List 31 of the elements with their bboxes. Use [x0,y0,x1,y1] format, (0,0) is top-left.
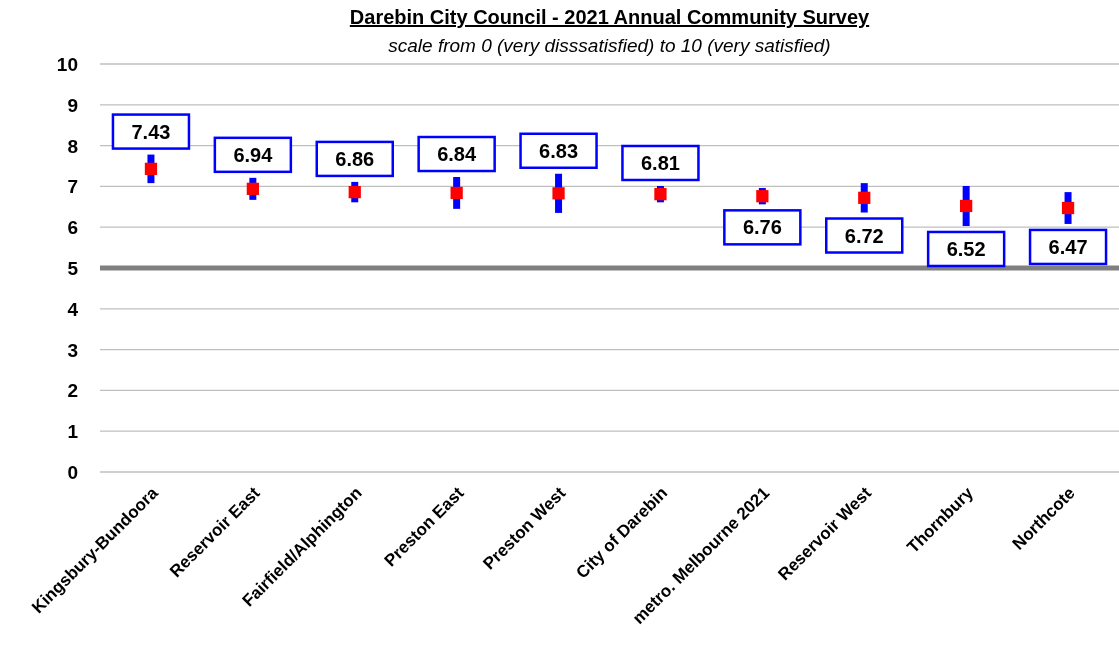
data-label: 7.43 [131,120,171,143]
y-tick-label: 9 [67,94,78,116]
data-label: 6.94 [233,143,274,166]
data-label: 6.84 [437,143,477,166]
point [246,182,259,195]
data-label: 6.52 [946,237,986,260]
data-label: 6.72 [844,224,884,247]
point [144,162,158,175]
chart-subtitle: scale from 0 (very disssatisfied) to 10 (very satisfied) [388,35,831,56]
point [960,199,973,213]
y-tick-label: 1 [67,421,79,443]
y-tick-label: 6 [67,217,78,239]
point [552,187,565,200]
point [348,185,361,199]
data-label: 6.47 [1048,235,1088,258]
point [858,191,871,204]
y-tick-label: 3 [67,339,78,361]
y-tick-label: 7 [67,176,78,198]
data-label: 6.76 [742,216,782,239]
data-label: 6.86 [335,147,375,170]
data-label: 6.83 [539,139,579,162]
point [1061,201,1075,215]
data-label: 6.81 [640,151,680,174]
y-tick-label: 10 [56,54,78,75]
y-tick-label: 5 [67,258,79,279]
y-tick-label: 0 [67,462,78,483]
y-tick-label: 8 [67,135,78,157]
chart-title: Darebin City Council - 2021 Annual Community Survey [349,6,871,28]
point [450,186,463,200]
y-tick-label: 4 [67,298,79,320]
y-tick-label: 2 [67,380,78,402]
